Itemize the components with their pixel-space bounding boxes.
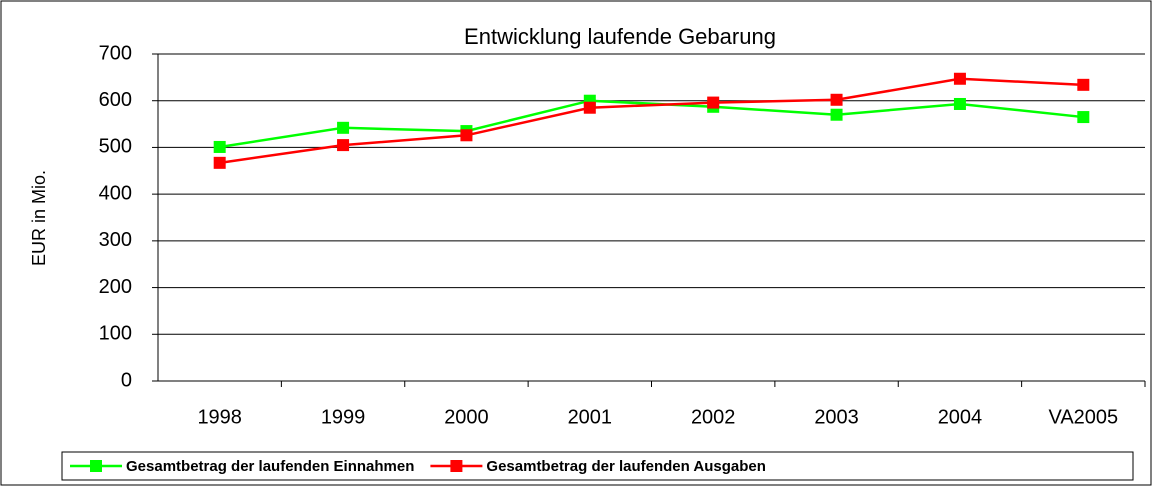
legend-label: Gesamtbetrag der laufenden Einnahmen <box>126 458 414 475</box>
x-tick-label: VA2005 <box>1048 406 1118 428</box>
y-tick-label: 100 <box>99 323 132 345</box>
legend-marker <box>90 460 102 472</box>
marker <box>1077 111 1090 124</box>
x-tick-label: 1999 <box>321 406 366 428</box>
marker <box>337 139 350 152</box>
x-tick-label: 2000 <box>444 406 489 428</box>
marker <box>1077 78 1090 91</box>
y-tick-label: 0 <box>121 369 132 391</box>
x-tick-label: 2002 <box>691 406 736 428</box>
y-tick-label: 700 <box>99 42 132 64</box>
legend-label: Gesamtbetrag der laufenden Ausgaben <box>486 458 766 475</box>
marker <box>953 97 966 110</box>
y-axis-label: EUR in Mio. <box>29 170 49 266</box>
x-tick-label: 2004 <box>938 406 983 428</box>
y-tick-label: 200 <box>99 276 132 298</box>
marker <box>830 93 843 106</box>
marker <box>460 129 473 142</box>
series-line <box>219 77 1084 165</box>
y-tick-label: 500 <box>99 136 132 158</box>
marker <box>830 108 843 121</box>
series-line <box>219 99 1084 149</box>
marker <box>707 96 720 109</box>
marker <box>337 121 350 134</box>
marker <box>583 101 596 114</box>
x-tick-label: 2001 <box>568 406 613 428</box>
legend <box>61 451 1134 481</box>
x-tick-label: 2003 <box>814 406 859 428</box>
chart-title: Entwicklung laufende Gebarung <box>464 24 776 49</box>
y-tick-label: 300 <box>99 229 132 251</box>
x-tick-label: 1998 <box>197 406 242 428</box>
marker <box>213 156 226 169</box>
marker <box>213 140 226 153</box>
y-tick-label: 400 <box>99 182 132 204</box>
marker <box>953 72 966 85</box>
y-tick-label: 600 <box>99 89 132 111</box>
legend-marker <box>450 460 463 472</box>
